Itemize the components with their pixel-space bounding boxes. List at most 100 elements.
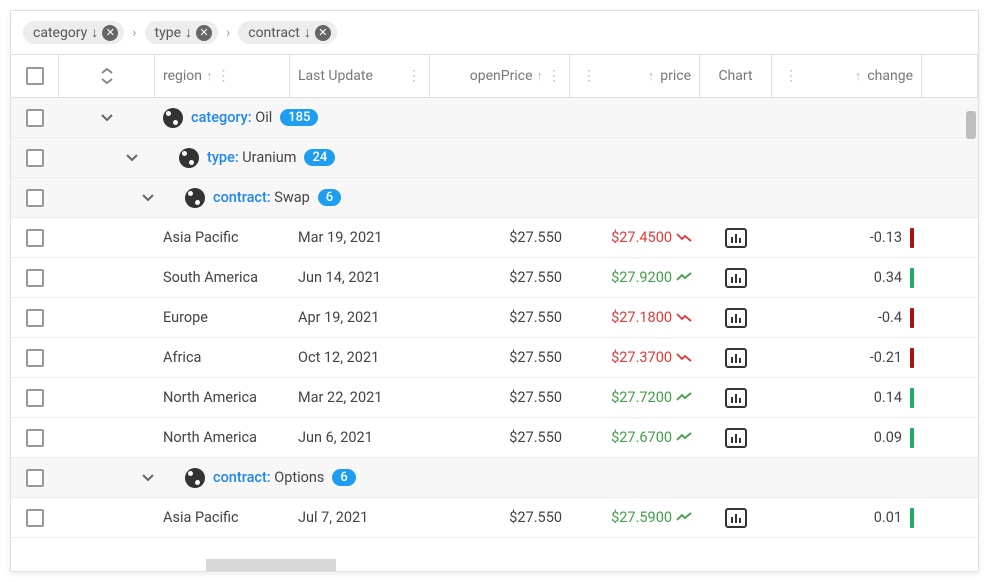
chip-label: type xyxy=(155,25,182,41)
table-row[interactable]: North America Mar 22, 2021 $27.550 $27.7… xyxy=(11,378,978,418)
group-field-label: category: xyxy=(191,109,252,126)
group-value: Oil xyxy=(255,109,272,126)
cell-change: 0.34 xyxy=(772,262,922,294)
column-header-last-update[interactable]: Last Update ⋮ xyxy=(290,55,430,97)
expand-collapse-all-icon[interactable] xyxy=(100,67,114,85)
change-indicator-bar xyxy=(910,508,914,528)
table-row[interactable]: Europe Apr 19, 2021 $27.550 $27.1800 -0.… xyxy=(11,298,978,338)
vertical-scrollbar[interactable] xyxy=(966,111,976,139)
change-indicator-bar xyxy=(910,308,914,328)
bar-chart-icon[interactable] xyxy=(725,348,747,368)
row-checkbox[interactable] xyxy=(26,349,44,367)
row-checkbox[interactable] xyxy=(26,429,44,447)
sort-up-icon: ↑ xyxy=(855,68,862,84)
cell-price: $27.3700 xyxy=(570,343,700,372)
group-count-badge: 6 xyxy=(318,189,341,206)
chevron-down-icon[interactable] xyxy=(98,114,116,122)
chevron-down-icon[interactable] xyxy=(123,154,141,162)
cell-chart[interactable] xyxy=(700,422,772,454)
row-checkbox[interactable] xyxy=(26,109,44,127)
group-row-category[interactable]: category: Oil 185 xyxy=(11,98,978,138)
sort-down-icon: ↓ xyxy=(91,24,98,41)
bar-chart-icon[interactable] xyxy=(725,268,747,288)
column-menu-icon[interactable]: ⋮ xyxy=(217,68,231,84)
trend-up-icon xyxy=(676,269,692,286)
cell-last-update: Jul 7, 2021 xyxy=(290,503,430,532)
data-grid: category ↓ ✕ › type ↓ ✕ › contract ↓ ✕ r… xyxy=(10,10,979,572)
group-row-contract-options[interactable]: contract: Options 6 xyxy=(11,458,978,498)
row-checkbox[interactable] xyxy=(26,469,44,487)
cell-last-update: Oct 12, 2021 xyxy=(290,343,430,372)
cell-change: -0.21 xyxy=(772,342,922,374)
column-header-price[interactable]: ⋮ ↑ price xyxy=(570,55,700,97)
cell-chart[interactable] xyxy=(700,502,772,534)
sort-down-icon: ↓ xyxy=(304,24,311,41)
table-row[interactable]: North America Jun 6, 2021 $27.550 $27.67… xyxy=(11,418,978,458)
group-by-bar: category ↓ ✕ › type ↓ ✕ › contract ↓ ✕ xyxy=(11,11,978,54)
row-checkbox[interactable] xyxy=(26,389,44,407)
cell-change: 0.01 xyxy=(772,502,922,534)
group-value: Options xyxy=(274,469,324,486)
column-header-change[interactable]: ⋮ ↑ change xyxy=(772,55,922,97)
row-checkbox[interactable] xyxy=(26,149,44,167)
cell-last-update: Jun 6, 2021 xyxy=(290,423,430,452)
header-label: Last Update xyxy=(298,68,373,84)
row-checkbox[interactable] xyxy=(26,189,44,207)
trend-down-icon xyxy=(676,309,692,326)
horizontal-scrollbar[interactable] xyxy=(206,559,336,571)
row-checkbox[interactable] xyxy=(26,269,44,287)
group-chip-type[interactable]: type ↓ ✕ xyxy=(145,21,219,44)
trend-down-icon xyxy=(676,229,692,246)
column-menu-icon[interactable]: ⋮ xyxy=(582,68,596,84)
row-checkbox[interactable] xyxy=(26,229,44,247)
chevron-down-icon[interactable] xyxy=(139,194,157,202)
row-checkbox[interactable] xyxy=(26,509,44,527)
cell-open-price: $27.550 xyxy=(430,503,570,532)
column-menu-icon[interactable]: ⋮ xyxy=(407,68,421,84)
chevron-down-icon[interactable] xyxy=(139,474,157,482)
header-label: Chart xyxy=(718,68,752,84)
group-chip-contract[interactable]: contract ↓ ✕ xyxy=(238,21,337,44)
bar-chart-icon[interactable] xyxy=(725,228,747,248)
remove-chip-icon[interactable]: ✕ xyxy=(102,25,118,41)
table-row[interactable]: South America Jun 14, 2021 $27.550 $27.9… xyxy=(11,258,978,298)
group-field-label: contract: xyxy=(213,469,271,486)
cell-chart[interactable] xyxy=(700,302,772,334)
bar-chart-icon[interactable] xyxy=(725,508,747,528)
cell-region: Asia Pacific xyxy=(155,503,290,532)
trend-down-icon xyxy=(676,349,692,366)
cell-chart[interactable] xyxy=(700,262,772,294)
bar-chart-icon[interactable] xyxy=(725,428,747,448)
table-row[interactable]: Asia Pacific Mar 19, 2021 $27.550 $27.45… xyxy=(11,218,978,258)
bar-chart-icon[interactable] xyxy=(725,388,747,408)
cell-price: $27.7200 xyxy=(570,383,700,412)
row-checkbox[interactable] xyxy=(26,309,44,327)
cell-change: -0.4 xyxy=(772,302,922,334)
remove-chip-icon[interactable]: ✕ xyxy=(196,25,212,41)
table-row[interactable]: Africa Oct 12, 2021 $27.550 $27.3700 -0.… xyxy=(11,338,978,378)
header-label: price xyxy=(660,68,691,84)
cell-open-price: $27.550 xyxy=(430,343,570,372)
column-header-open-price[interactable]: openPrice ↑ ⋮ xyxy=(430,55,570,97)
cell-last-update: Apr 19, 2021 xyxy=(290,303,430,332)
cell-chart[interactable] xyxy=(700,382,772,414)
trend-up-icon xyxy=(676,429,692,446)
group-row-type[interactable]: type: Uranium 24 xyxy=(11,138,978,178)
select-all-checkbox[interactable] xyxy=(26,67,44,85)
cell-chart[interactable] xyxy=(700,222,772,254)
group-row-contract-swap[interactable]: contract: Swap 6 xyxy=(11,178,978,218)
column-menu-icon[interactable]: ⋮ xyxy=(784,68,798,84)
column-menu-icon[interactable]: ⋮ xyxy=(547,68,561,84)
group-value: Swap xyxy=(274,189,310,206)
table-row[interactable]: Asia Pacific Jul 7, 2021 $27.550 $27.590… xyxy=(11,498,978,538)
group-chip-category[interactable]: category ↓ ✕ xyxy=(23,21,124,44)
column-header-row: region ↑ ⋮ Last Update ⋮ openPrice ↑ ⋮ ⋮… xyxy=(11,54,978,98)
column-header-chart[interactable]: Chart xyxy=(700,55,772,97)
bar-chart-icon[interactable] xyxy=(725,308,747,328)
cell-chart[interactable] xyxy=(700,342,772,374)
column-header-region[interactable]: region ↑ ⋮ xyxy=(155,55,290,97)
change-indicator-bar xyxy=(910,268,914,288)
chevron-right-icon: › xyxy=(132,25,136,41)
cell-price: $27.9200 xyxy=(570,263,700,292)
remove-chip-icon[interactable]: ✕ xyxy=(315,25,331,41)
